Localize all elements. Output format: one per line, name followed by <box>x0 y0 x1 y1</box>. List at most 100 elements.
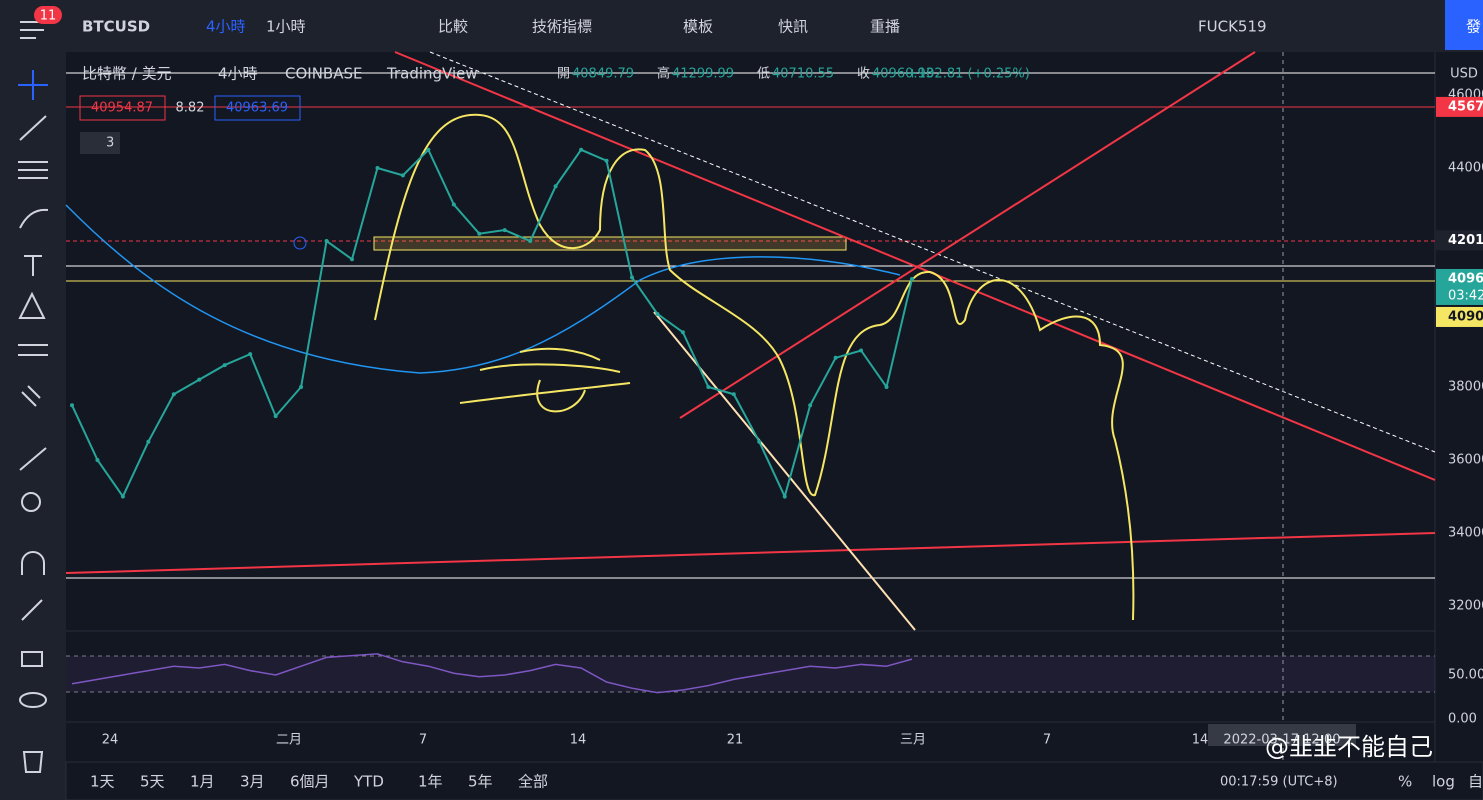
price-point <box>808 403 813 408</box>
percent-toggle[interactable]: % <box>1398 773 1412 791</box>
price-point <box>70 403 74 408</box>
price-point <box>426 147 431 152</box>
price-label-box <box>1436 306 1483 327</box>
ohlc-label: 低 <box>757 67 770 82</box>
range-button[interactable]: 1月 <box>190 773 215 791</box>
currency: USD <box>1450 67 1478 82</box>
trendline-tool[interactable] <box>19 115 47 141</box>
time-label: 14 <box>1192 733 1209 748</box>
bottom-bar <box>65 761 1483 800</box>
interval[interactable]: 1小時 <box>266 18 306 36</box>
range-button[interactable]: 全部 <box>518 773 548 791</box>
brush-tool[interactable] <box>19 208 49 229</box>
price-point <box>833 355 838 360</box>
range-button[interactable]: 6個月 <box>290 773 330 791</box>
price-point <box>884 384 889 389</box>
auto-toggle[interactable]: 自 <box>1468 773 1483 791</box>
range-button[interactable]: 5年 <box>468 773 493 791</box>
price-point <box>910 276 914 281</box>
lock-tool[interactable] <box>21 651 43 667</box>
price-tick-label: 34000 <box>1448 525 1483 540</box>
text-tool[interactable] <box>24 255 42 276</box>
trash-tool[interactable] <box>22 751 44 773</box>
left-toolbar <box>0 52 66 800</box>
replay-button[interactable]: 重播 <box>870 18 900 36</box>
trendline <box>429 51 1436 453</box>
rsi-tick-label: 0.00 <box>1448 712 1477 727</box>
legend-interval: 4小時 <box>218 65 258 83</box>
fib-tool[interactable] <box>18 161 48 179</box>
visibility-tool[interactable] <box>19 692 47 708</box>
interval[interactable]: 4小時 <box>206 18 246 36</box>
legend-source: TradingView <box>386 65 478 83</box>
badge-count: 11 <box>40 9 57 24</box>
measure-tool[interactable] <box>19 447 47 471</box>
price-point <box>579 147 584 152</box>
time-label: 14 <box>570 733 587 748</box>
spread: 8.82 <box>176 101 205 116</box>
log-toggle[interactable]: log <box>1432 773 1455 791</box>
crosshair-time-box <box>1208 724 1356 746</box>
freehand-drawing <box>459 347 631 413</box>
price-label: 40903 <box>1448 309 1483 324</box>
zone <box>373 236 847 251</box>
rsi-tick-label: 50.00 <box>1448 668 1483 683</box>
price-point <box>95 457 100 462</box>
price-tick-label: 44000 <box>1448 161 1483 176</box>
watermark: @韭韭不能自己 <box>1265 733 1433 761</box>
time-label: 三月 <box>900 733 926 748</box>
templates-button[interactable]: 模板 <box>683 18 713 36</box>
range-button[interactable]: 3月 <box>240 773 265 791</box>
price-point <box>859 348 864 353</box>
collapse-button[interactable] <box>80 132 120 154</box>
price-tick-label: 38000 <box>1448 379 1483 394</box>
magnet-tool[interactable] <box>21 551 45 575</box>
alerts-button[interactable]: 快訊 <box>778 18 808 36</box>
range-button[interactable]: YTD <box>353 773 384 791</box>
symbol[interactable]: BTCUSD <box>82 18 150 36</box>
price-label: 42019 <box>1448 233 1483 248</box>
ask: 40963.69 <box>226 101 288 116</box>
legend-title: 比特幣 / 美元 <box>82 65 172 83</box>
publish-button[interactable] <box>1445 0 1483 50</box>
publish-label[interactable]: 發 <box>1466 18 1481 36</box>
ohlc-value: 40960.93 <box>872 67 934 82</box>
price-point <box>477 231 482 236</box>
countdown: 03:42 <box>1448 288 1483 303</box>
price-point <box>350 257 354 262</box>
range-button[interactable]: 1天 <box>90 773 115 791</box>
lock-drawing-tool[interactable] <box>21 599 43 621</box>
price-label-box <box>1436 230 1483 251</box>
ohlc-label: 開 <box>557 67 570 82</box>
price-point <box>400 173 405 178</box>
clock: 00:17:59 (UTC+8) <box>1220 775 1338 790</box>
price-point <box>120 494 125 499</box>
forecast-tool[interactable] <box>18 344 48 356</box>
compare-button[interactable]: 比較 <box>438 18 468 36</box>
bid: 40954.87 <box>91 101 153 116</box>
price-point <box>197 377 202 382</box>
price-point <box>553 184 558 189</box>
range-button[interactable]: 1年 <box>418 773 443 791</box>
price-point <box>782 494 787 499</box>
time-label: 24 <box>102 733 119 748</box>
price-point <box>299 384 304 389</box>
layout-name[interactable]: FUCK519 <box>1198 18 1267 36</box>
zoom-tool[interactable] <box>21 492 41 512</box>
price-label: 45675 <box>1448 99 1483 114</box>
ohlc-value: 40849.79 <box>572 67 634 82</box>
icons-tool[interactable] <box>21 385 41 407</box>
trendline <box>65 532 1436 574</box>
price-point <box>502 228 507 233</box>
indicators-button[interactable]: 技術指標 <box>532 18 592 36</box>
trendline <box>679 51 1256 419</box>
collapsed-count: 3 <box>106 136 114 151</box>
price-tick-label: 32000 <box>1448 598 1483 613</box>
price-point <box>451 202 456 207</box>
crosshair-tool[interactable] <box>18 70 48 100</box>
pattern-tool[interactable] <box>18 291 46 319</box>
range-button[interactable]: 5天 <box>140 773 165 791</box>
price-point <box>680 330 685 335</box>
price-point <box>604 158 609 163</box>
ohlc-label: 高 <box>657 66 670 82</box>
